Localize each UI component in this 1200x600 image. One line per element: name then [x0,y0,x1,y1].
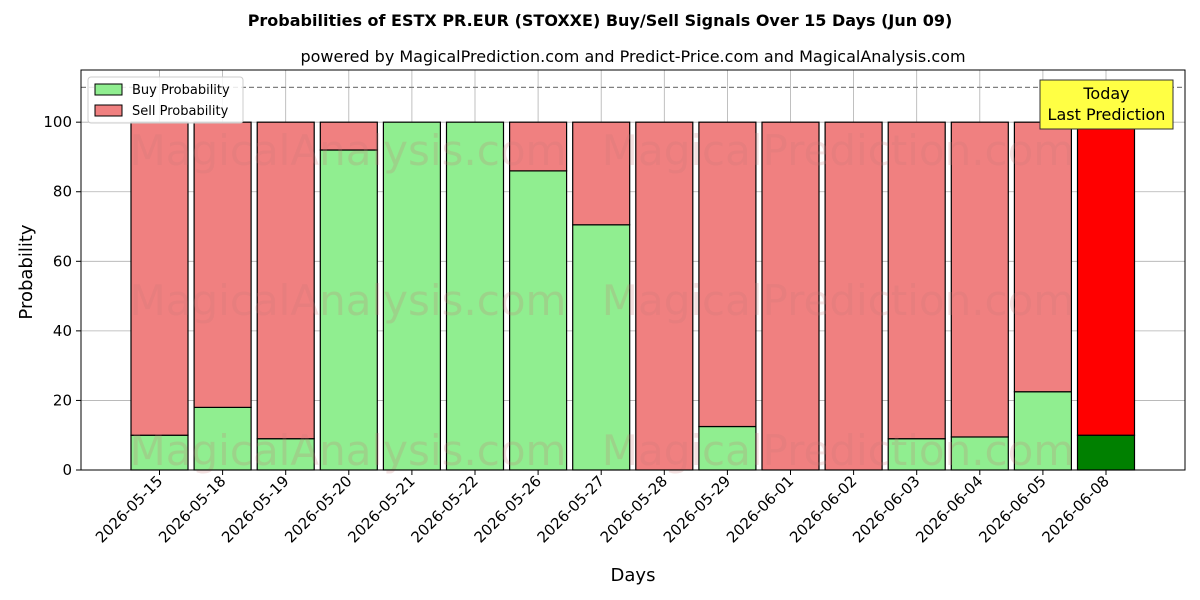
bar-sell-2026-05-26 [509,121,568,172]
bar-sell-2026-06-05 [1013,121,1073,393]
bar-buy-2026-05-22 [445,121,505,471]
x-tick-label-1: 2026-05-18 [155,472,229,546]
x-tick-label-10: 2026-06-01 [723,472,797,546]
bar-buy-2026-05-18 [193,406,252,471]
plot-frame [80,69,1186,471]
bar-buy-2026-06-05 [1013,391,1073,471]
x-tick-label-7: 2026-05-27 [534,472,608,546]
legend-box [87,76,244,124]
y-tick-label-1: 20 [53,391,72,409]
x-tick-label-14: 2026-06-05 [975,472,1049,546]
watermark-2-1: MagicalPrediction.com [602,426,1075,475]
bar-sell-2026-05-27 [572,121,631,226]
y-tick-label-3: 60 [53,252,72,270]
watermark-0-1: MagicalPrediction.com [602,126,1075,175]
x-tick-label-5: 2026-05-22 [407,472,481,546]
x-tick-label-0: 2026-05-15 [92,472,166,546]
x-axis: 2026-05-152026-05-182026-05-192026-05-20… [92,470,1113,546]
bar-sell-2026-06-01 [761,121,820,471]
x-tick-label-11: 2026-06-02 [786,472,860,546]
bar-buy-2026-05-26 [509,170,568,471]
chart-subtitle: powered by MagicalPrediction.com and Pre… [300,47,965,66]
legend: Buy Probability Sell Probability [87,76,244,124]
bar-sell-2026-05-28 [635,121,694,471]
legend-label-0: Buy Probability [132,83,230,98]
legend-swatch-1 [94,104,123,117]
y-tick-label-2: 40 [53,322,72,340]
bar-buy-2026-06-04 [950,436,1009,471]
bar-buy-2026-05-19 [256,438,315,471]
x-tick-label-13: 2026-06-04 [912,472,986,546]
watermark-2-0: MagicalAnalysis.com [130,426,567,475]
today-annotation: Today Last Prediction [1039,79,1174,130]
annotation-box [1039,79,1174,130]
bar-sell-2026-06-08 [1076,121,1136,436]
chart-title: Probabilities of ESTX PR.EUR (STOXXE) Bu… [248,11,953,30]
bar-sell-2026-05-19 [256,121,315,440]
y-axis-label: Probability [16,224,37,319]
x-tick-label-6: 2026-05-26 [471,472,545,546]
x-tick-label-9: 2026-05-29 [660,472,734,546]
bar-buy-2026-05-29 [698,425,757,471]
x-tick-label-8: 2026-05-28 [597,472,671,546]
annotation-line-0: Today [1082,84,1129,103]
bar-sell-2026-05-15 [130,121,189,436]
annotation-line-1: Last Prediction [1048,105,1166,124]
bar-buy-2026-05-20 [319,149,378,471]
bars [130,121,1136,471]
y-axis: 0 20 40 60 80 100 [43,113,81,479]
legend-swatch-0 [94,83,123,96]
x-tick-label-3: 2026-05-20 [281,472,355,546]
watermark-1-1: MagicalPrediction.com [602,276,1075,325]
watermark-1-0: MagicalAnalysis.com [130,276,567,325]
x-axis-label: Days [611,565,656,586]
x-tick-label-2: 2026-05-19 [218,472,292,546]
bar-buy-2026-06-08 [1076,434,1136,471]
bar-buy-2026-05-27 [572,224,631,471]
bar-sell-2026-05-20 [319,121,378,151]
legend-label-1: Sell Probability [132,104,229,119]
bar-sell-2026-05-29 [698,121,757,428]
y-tick-label-4: 80 [53,183,72,201]
x-tick-label-12: 2026-06-03 [849,472,923,546]
bar-sell-2026-06-04 [950,121,1009,438]
y-tick-label-5: 100 [43,113,72,131]
y-tick-label-0: 0 [62,461,72,479]
x-tick-label-15: 2026-06-08 [1038,472,1112,546]
watermark-0-0: MagicalAnalysis.com [130,126,567,175]
bar-sell-2026-06-03 [887,121,946,440]
x-tick-label-4: 2026-05-21 [344,472,418,546]
bar-sell-2026-06-02 [824,121,883,471]
watermarks: MagicalAnalysis.com MagicalPrediction.com… [130,126,1075,475]
bar-buy-2026-05-21 [382,121,441,471]
